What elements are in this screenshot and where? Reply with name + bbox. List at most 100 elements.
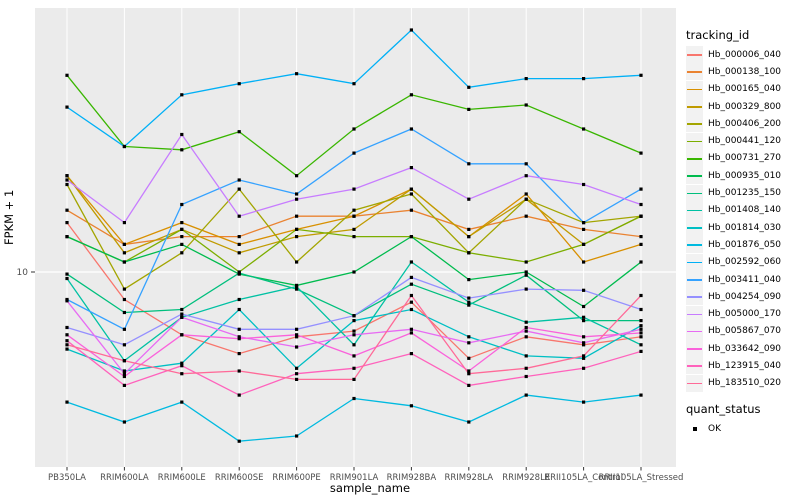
data-point [639, 202, 643, 207]
data-point [295, 235, 299, 239]
legend-item-Hb_001408_140: Hb_001408_140 [686, 201, 798, 219]
data-point [295, 366, 299, 370]
legend-item-Hb_000935_010: Hb_000935_010 [686, 167, 798, 185]
data-point [524, 214, 528, 218]
data-point [409, 235, 413, 239]
data-point [122, 297, 126, 302]
data-point [409, 275, 413, 279]
legend: tracking_id Hb_000006_040 Hb_000138_100 Hb… [686, 28, 798, 437]
data-point [352, 329, 356, 333]
legend-key-swatch [686, 253, 703, 271]
legend-item-Hb_005867_070: Hb_005867_070 [686, 322, 798, 340]
data-point [639, 324, 643, 328]
data-point [352, 214, 356, 218]
data-point [122, 310, 126, 315]
data-point [352, 396, 356, 401]
data-point [467, 227, 471, 231]
legend-item-label: Hb_004254_090 [708, 291, 782, 302]
legend-item-Hb_003411_040: Hb_003411_040 [686, 271, 798, 288]
legend-item-Hb_000329_800: Hb_000329_800 [686, 98, 798, 116]
data-point [65, 400, 69, 404]
data-point [582, 354, 586, 358]
legend-key-line [687, 88, 702, 91]
data-point [639, 235, 643, 239]
legend-key-swatch [686, 288, 703, 306]
legend-key-swatch [686, 149, 703, 167]
legend-item-Hb_183510_020: Hb_183510_020 [686, 374, 798, 392]
data-point [409, 187, 413, 191]
legend-key-line [687, 71, 702, 74]
data-point [582, 288, 586, 292]
legend-item-label: Hb_005000_170 [708, 309, 782, 320]
data-point [122, 251, 126, 255]
data-point [295, 345, 299, 349]
data-point [409, 307, 413, 312]
legend-key-swatch [686, 80, 703, 98]
data-point [582, 77, 586, 81]
x-axis-title: sample_name [329, 481, 411, 495]
data-point [180, 235, 184, 239]
data-point [467, 296, 471, 300]
data-point [122, 372, 126, 376]
data-point [467, 356, 471, 360]
data-point [295, 197, 299, 201]
data-point [352, 227, 356, 231]
data-point [295, 434, 299, 438]
data-point [237, 271, 241, 275]
data-point [180, 372, 184, 376]
data-point [582, 127, 586, 131]
data-point [639, 73, 643, 77]
data-point [467, 107, 471, 111]
data-point [582, 356, 586, 360]
legend-item-label: Hb_033642_090 [708, 343, 782, 354]
data-point [467, 420, 471, 424]
data-point [467, 85, 471, 89]
data-point [180, 148, 184, 152]
data-point [409, 282, 413, 286]
data-point [582, 343, 586, 347]
data-point [122, 369, 126, 373]
data-point [467, 369, 471, 373]
data-point [65, 178, 69, 182]
data-point [122, 327, 126, 331]
x-tick-label: RRIM928BA [387, 473, 437, 483]
legend-item-Hb_001876_050: Hb_001876_050 [686, 236, 798, 254]
data-point [467, 251, 471, 255]
data-point [524, 325, 528, 330]
legend-item-label: Hb_005867_070 [708, 326, 782, 337]
data-point [352, 343, 356, 347]
x-tick-label: RRIM600LE [158, 473, 206, 483]
legend-item-label: Hb_000329_800 [708, 101, 782, 112]
x-tick-label: PB350LA [48, 473, 86, 483]
data-point [409, 208, 413, 212]
data-point [582, 400, 586, 404]
data-point [237, 82, 241, 86]
data-point [237, 337, 241, 341]
data-point [180, 364, 184, 368]
legend-item-label: Hb_000441_120 [708, 136, 782, 147]
data-point [352, 270, 356, 274]
legend-key-swatch [686, 236, 703, 254]
x-tick-label: RRIM600LA [100, 473, 149, 483]
data-point [122, 343, 126, 347]
data-point [237, 187, 241, 191]
legend-key-line [687, 261, 702, 264]
legend-item-label: Hb_000935_010 [708, 170, 782, 181]
data-point [237, 352, 241, 356]
data-point [352, 82, 356, 86]
legend-key-line [687, 348, 702, 350]
data-point [582, 341, 586, 345]
legend-key-swatch [686, 305, 703, 323]
legend-item-Hb_000406_200: Hb_000406_200 [686, 115, 798, 133]
data-point [180, 333, 184, 337]
data-point [180, 93, 184, 97]
legend-key-line [687, 296, 702, 298]
data-point [122, 420, 126, 424]
data-point [295, 192, 299, 196]
legend-item-Hb_000731_270: Hb_000731_270 [686, 149, 798, 167]
data-point [352, 333, 356, 337]
data-point [524, 374, 528, 379]
data-point [295, 335, 299, 339]
data-point [237, 327, 241, 331]
